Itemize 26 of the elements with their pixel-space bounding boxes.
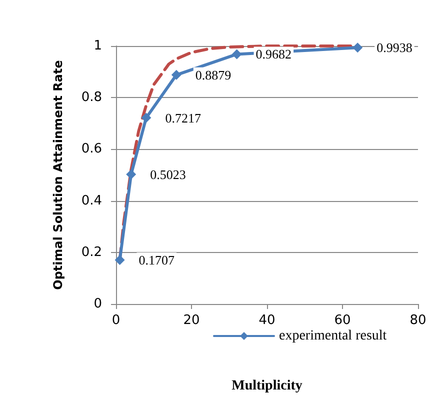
point — [352, 42, 363, 53]
y-tick-label: 0.4 — [81, 193, 102, 208]
x-tick-label: 80 — [410, 313, 426, 328]
point — [232, 49, 242, 60]
data-label: 0.8879 — [195, 67, 232, 82]
y-axis-title: Optimal Solution Attainment Rate — [51, 60, 65, 290]
x-axis-title: Multiplicity — [232, 378, 302, 394]
y-tick-label: 0.2 — [81, 244, 102, 260]
x-tick-label: 0 — [112, 313, 120, 328]
x-tick-label: 20 — [183, 313, 200, 328]
point — [171, 70, 182, 80]
data-label: 0.9938 — [376, 40, 412, 56]
x-tick-label: 40 — [258, 313, 276, 328]
data-label: 0.1707 — [138, 252, 176, 268]
y-tick-label: 1 — [94, 38, 102, 54]
x-tick-label: 60 — [334, 313, 351, 328]
y-tick-label: 0 — [94, 296, 102, 312]
legend-label: experimental result — [279, 328, 387, 344]
y-tick-label: 0.6 — [81, 142, 102, 157]
point — [126, 169, 136, 180]
data-label: 0.7217 — [165, 110, 202, 126]
point — [114, 254, 125, 265]
data-label: 0.9682 — [256, 46, 292, 62]
point — [141, 112, 152, 123]
y-tick-label: 0.8 — [81, 90, 102, 106]
data-label: 0.5023 — [150, 166, 186, 182]
